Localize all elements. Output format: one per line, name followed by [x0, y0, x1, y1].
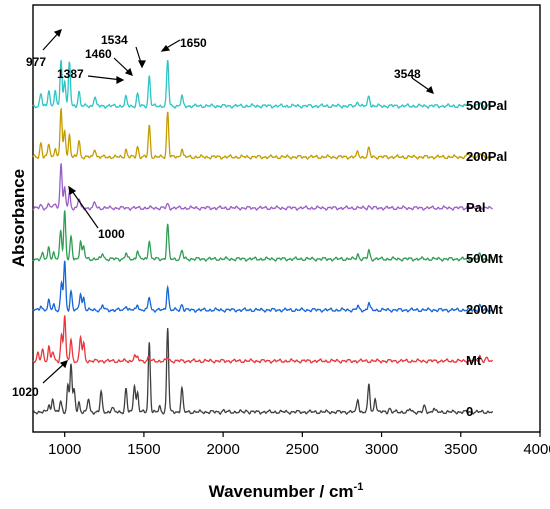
annotation-1460: 1460 [85, 47, 112, 61]
series-group [32, 59, 494, 415]
annotation-arrow-1000 [69, 187, 99, 229]
series-line-200Pal [32, 107, 493, 160]
annotation-arrowhead-1534 [138, 60, 146, 69]
annotation-arrowhead-3548 [425, 85, 434, 94]
series-labels: 0 Mt 200Mt 500Mt Pal 200Pal 500Pal [466, 98, 507, 419]
series-line-Mt [32, 315, 494, 364]
series-label-200Pal: 200Pal [466, 149, 507, 164]
annotation-arrow-1020 [42, 361, 67, 384]
annotation-1387: 1387 [57, 67, 84, 81]
series-label-Mt: Mt [466, 353, 482, 368]
x-tick-label-1000: 1000 [48, 441, 81, 458]
series-line-500Pal [32, 59, 493, 109]
x-tick-label-3500: 3500 [444, 441, 477, 458]
annotation-arrowhead-977 [53, 29, 62, 38]
annotation-arrowhead-1020 [59, 360, 68, 369]
series-line-500Mt [32, 210, 493, 262]
series-line-0 [32, 327, 494, 415]
annotation-977: 977 [26, 55, 46, 69]
x-tick-label-2500: 2500 [286, 441, 319, 458]
annotation-1534: 1534 [101, 33, 128, 47]
x-tick-label-1500: 1500 [127, 441, 160, 458]
plot-frame [32, 4, 541, 433]
series-label-0: 0 [466, 404, 473, 419]
annotation-arrowhead-1460 [124, 67, 133, 76]
annotation-arrowhead-1650 [160, 45, 171, 52]
annotation-arrowhead-1000 [68, 185, 77, 195]
x-axis-title-text: Wavenumber / cm [209, 482, 354, 501]
y-axis-title: Absorbance [9, 169, 28, 267]
annotation-1650: 1650 [180, 36, 207, 50]
x-axis-title: Wavenumber / cm-1 [209, 481, 364, 501]
series-line-Pal [32, 162, 494, 211]
annotations [42, 29, 434, 384]
series-label-500Pal: 500Pal [466, 98, 507, 113]
series-label-200Mt: 200Mt [466, 302, 504, 317]
annotation-arrowhead-1387 [116, 76, 125, 84]
annotation-3548: 3548 [394, 67, 421, 81]
annotation-arrow-1387 [87, 75, 123, 81]
annotation-labels: 977 1387 1460 1534 1650 3548 1000 1020 [12, 33, 421, 399]
x-tick-label-2000: 2000 [206, 441, 239, 458]
annotation-1000: 1000 [98, 227, 125, 241]
annotation-1020: 1020 [12, 385, 39, 399]
series-label-Pal: Pal [466, 200, 486, 215]
series-line-200Mt [32, 260, 493, 313]
x-axis-title-superscript: -1 [354, 481, 364, 493]
series-label-500Mt: 500Mt [466, 251, 504, 266]
x-tick-label-3000: 3000 [365, 441, 398, 458]
